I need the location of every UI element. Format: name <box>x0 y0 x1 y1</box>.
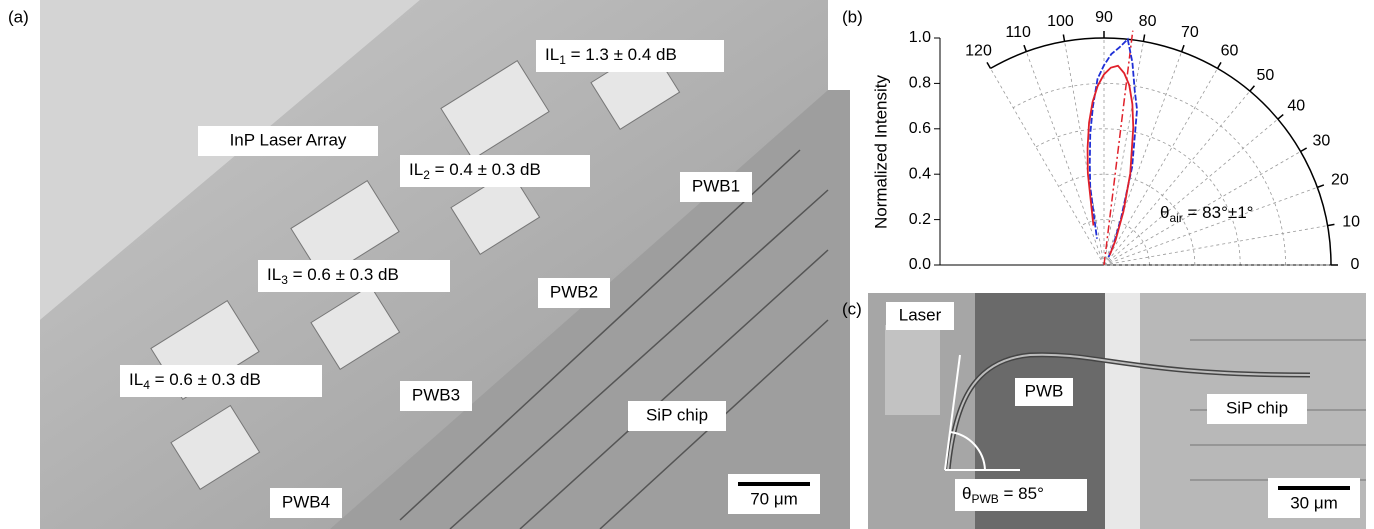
theta-tick-label: 110 <box>1005 24 1031 41</box>
label-part: θ <box>962 484 971 503</box>
y-tick-label: 0.6 <box>909 120 931 137</box>
theta-tick-label: 60 <box>1221 42 1239 59</box>
figure: (a) IL1 = 1.3 ± 0.4 dBIL2 = 0.4 ± 0.3 dB… <box>0 0 1374 529</box>
theta-tick-label: 100 <box>1047 13 1074 30</box>
theta-tick-label: 30 <box>1312 133 1330 150</box>
grid-radial <box>1104 119 1278 265</box>
theta-tick <box>1218 62 1222 68</box>
theta-tick-label: 90 <box>1095 9 1113 26</box>
theta-tick-label: 120 <box>965 42 992 59</box>
outer-arc <box>991 38 1332 265</box>
label-part: = 0.6 ± 0.3 dB <box>288 265 399 284</box>
grid-circle <box>1036 129 1240 265</box>
theta-tick <box>1063 35 1064 42</box>
theta-tick <box>987 62 991 68</box>
theta-tick-label: 70 <box>1181 24 1199 41</box>
polar-chart: 0.0 0.2 0.4 0.6 0.8 1.0 0 10 20 30 40 50 60 70 80 90 100… <box>909 9 1360 273</box>
grid-radial <box>1104 68 1218 265</box>
theta-tick-label: 50 <box>1256 67 1274 84</box>
y-axis-title: Normalized Intensity <box>871 75 890 230</box>
grid-radial <box>1104 91 1250 265</box>
y-tick-label: 0.2 <box>909 211 931 228</box>
wire-label: PWB1 <box>692 176 740 195</box>
laser-label: InP Laser Array <box>230 130 347 149</box>
wire-label: PWB <box>1025 381 1064 400</box>
theta-tick-label: 80 <box>1139 13 1157 30</box>
label-part: = 0.4 ± 0.3 dB <box>430 160 541 179</box>
grid-circle <box>1013 83 1285 265</box>
scale-label: 30 μm <box>1290 493 1338 512</box>
chip-label: SiP chip <box>1226 398 1288 417</box>
wire-label: PWB2 <box>550 282 598 301</box>
label-part: = 1.3 ± 0.4 dB <box>566 45 677 64</box>
wire-label: PWB4 <box>282 492 330 511</box>
panel-label: (b) <box>842 7 863 26</box>
panel-label: (a) <box>8 7 29 26</box>
theta-tick <box>1182 45 1184 52</box>
label-part: = 0.6 ± 0.3 dB <box>150 370 261 389</box>
theta-tick <box>1317 185 1324 187</box>
wire-label: PWB3 <box>412 385 460 404</box>
label-part: IL <box>545 45 559 64</box>
y-tick-label: 0.8 <box>909 75 931 92</box>
theta-tick <box>1250 86 1254 91</box>
theta-tick-label: 20 <box>1331 172 1349 189</box>
grid-circle <box>991 38 1332 265</box>
y-tick-label: 1.0 <box>909 29 931 46</box>
laser-label: Laser <box>899 305 942 324</box>
y-tick-label: 0.4 <box>909 165 931 182</box>
data-line <box>1090 39 1137 257</box>
label-part: IL <box>129 370 143 389</box>
panel-label: (c) <box>842 299 862 318</box>
theta-tick <box>1278 115 1283 119</box>
label-part: IL <box>409 160 423 179</box>
theta-tick-label: 0 <box>1351 256 1360 273</box>
grid-radial <box>1104 52 1182 265</box>
label-part: θ <box>1160 203 1169 222</box>
label-subscript: PWB <box>971 492 998 506</box>
theta-tick <box>1301 148 1307 152</box>
scale-label: 70 μm <box>750 489 798 508</box>
grid-radial <box>1104 187 1317 265</box>
chip-label: SiP chip <box>646 405 708 424</box>
theta-tick <box>1328 224 1335 225</box>
theta-tick-label: 10 <box>1342 213 1360 230</box>
label-part: = 85° <box>999 484 1044 503</box>
theta-tick <box>1143 35 1144 42</box>
label-part: = 83°±1° <box>1183 203 1254 222</box>
y-tick-label: 0.0 <box>909 256 931 273</box>
label-subscript: air <box>1169 211 1182 225</box>
label-part: IL <box>267 265 281 284</box>
theta-tick <box>1024 45 1026 52</box>
theta-tick-label: 40 <box>1287 97 1305 114</box>
